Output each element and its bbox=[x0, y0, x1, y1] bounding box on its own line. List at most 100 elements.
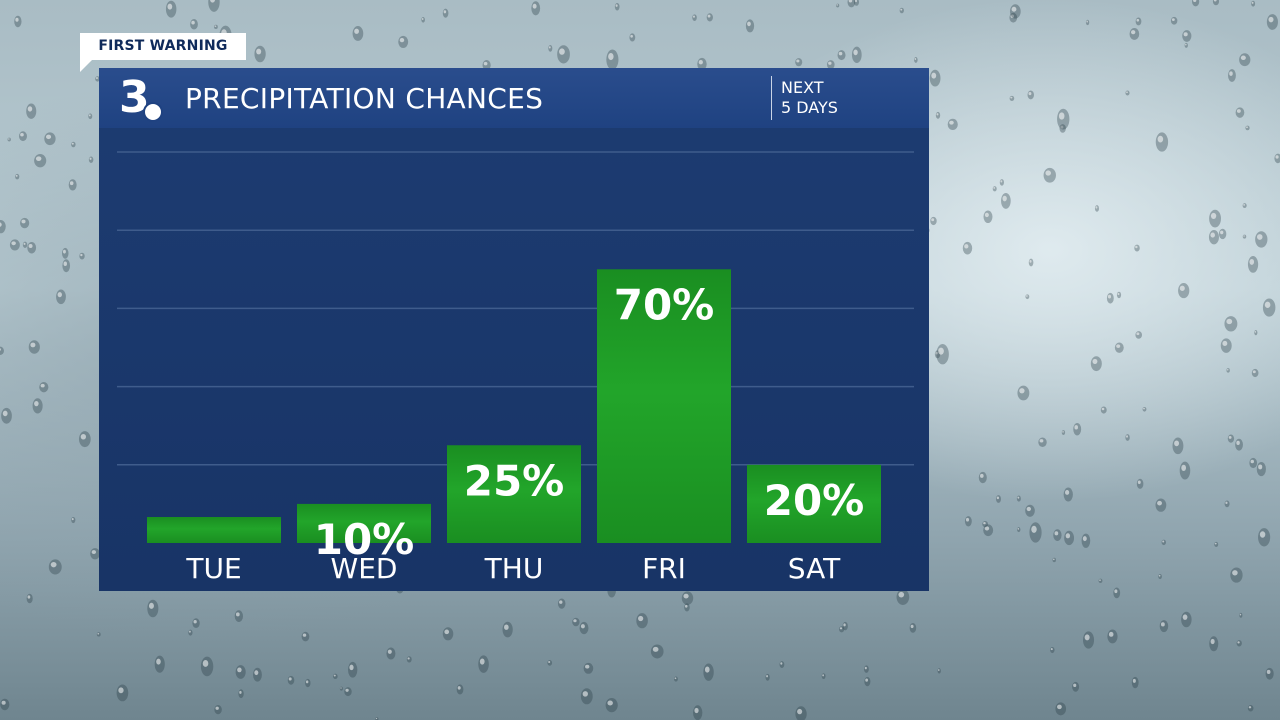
raindrop bbox=[71, 141, 76, 148]
period-line-1: NEXT bbox=[781, 78, 824, 97]
raindrop bbox=[213, 24, 218, 30]
raindrop bbox=[48, 559, 62, 575]
raindrop bbox=[1209, 209, 1221, 228]
raindrop bbox=[18, 131, 27, 142]
header-divider bbox=[771, 76, 772, 120]
raindrop bbox=[899, 7, 904, 14]
raindrop bbox=[1212, 0, 1220, 6]
raindrop bbox=[305, 678, 311, 688]
raindrop bbox=[1155, 498, 1167, 512]
raindrop bbox=[674, 676, 678, 682]
raindrop bbox=[1158, 574, 1162, 580]
raindrop bbox=[1251, 0, 1256, 7]
raindrop bbox=[1114, 342, 1124, 353]
raindrop bbox=[548, 45, 553, 52]
value-label-wed: 10% bbox=[314, 515, 415, 564]
raindrop bbox=[583, 662, 594, 674]
raindrop bbox=[1226, 368, 1230, 373]
raindrop bbox=[301, 631, 310, 642]
raindrop bbox=[1239, 53, 1251, 67]
raindrop bbox=[1113, 587, 1121, 599]
raindrop bbox=[650, 644, 664, 659]
raindrop bbox=[1239, 612, 1243, 618]
raindrop bbox=[1161, 539, 1167, 546]
value-label-thu: 25% bbox=[464, 456, 565, 505]
raindrop bbox=[1125, 90, 1130, 96]
raindrop bbox=[62, 259, 71, 273]
raindrop bbox=[929, 69, 941, 87]
raindrop bbox=[154, 655, 165, 673]
raindrop bbox=[188, 629, 193, 636]
value-label-sat: 20% bbox=[764, 476, 865, 525]
raindrop bbox=[983, 524, 994, 537]
badge-notch bbox=[80, 60, 92, 72]
raindrop bbox=[68, 179, 77, 191]
raindrop bbox=[1192, 0, 1200, 7]
raindrop bbox=[1142, 406, 1147, 412]
raindrop bbox=[1055, 702, 1067, 716]
bar-fri bbox=[597, 269, 731, 543]
raindrop bbox=[0, 346, 4, 355]
raindrop bbox=[502, 621, 513, 638]
raindrop bbox=[339, 686, 343, 691]
bar-thu bbox=[447, 445, 581, 543]
chart-panel: 3 PRECIPITATION CHANCES NEXT 5 DAYS TUE 1… bbox=[99, 68, 929, 591]
raindrop bbox=[1247, 255, 1259, 273]
raindrop bbox=[1025, 294, 1030, 300]
raindrop bbox=[1129, 28, 1140, 40]
raindrop bbox=[1016, 495, 1021, 502]
raindrop bbox=[1209, 636, 1219, 652]
period-line-2: 5 DAYS bbox=[781, 98, 838, 117]
raindrop bbox=[1254, 330, 1258, 336]
raindrop bbox=[557, 45, 570, 64]
raindrop bbox=[1179, 461, 1191, 480]
raindrop bbox=[964, 516, 972, 527]
raindrop bbox=[703, 663, 714, 681]
chart-header: 3 PRECIPITATION CHANCES NEXT 5 DAYS bbox=[99, 68, 929, 128]
first-warning-badge: FIRST WARNING bbox=[80, 33, 246, 60]
raindrop bbox=[1235, 438, 1243, 451]
raindrop bbox=[200, 656, 214, 677]
raindrop bbox=[1135, 17, 1142, 26]
raindrop bbox=[681, 591, 694, 605]
raindrop bbox=[1135, 331, 1143, 339]
raindrop bbox=[1249, 457, 1258, 469]
raindrop bbox=[1043, 167, 1056, 183]
raindrop bbox=[88, 113, 93, 120]
raindrop bbox=[1098, 578, 1103, 583]
raindrop bbox=[1181, 611, 1192, 628]
raindrop bbox=[1258, 528, 1271, 547]
raindrop bbox=[15, 173, 20, 180]
raindrop bbox=[78, 431, 91, 448]
raindrop bbox=[1009, 4, 1021, 19]
raindrop bbox=[254, 45, 266, 63]
forecast-period: NEXT 5 DAYS bbox=[781, 78, 838, 118]
raindrop bbox=[79, 252, 85, 260]
raindrop bbox=[238, 689, 244, 699]
raindrop bbox=[1053, 529, 1062, 541]
raindrop bbox=[44, 132, 56, 146]
raindrop bbox=[1, 407, 12, 424]
raindrop bbox=[1266, 14, 1278, 30]
raindrop bbox=[826, 60, 835, 70]
raindrop bbox=[1009, 12, 1018, 23]
raindrop bbox=[1182, 30, 1192, 42]
raindrop bbox=[636, 613, 648, 629]
raindrop bbox=[34, 154, 47, 168]
raindrop bbox=[1224, 500, 1230, 508]
raindrop bbox=[1255, 231, 1268, 248]
raindrop bbox=[165, 0, 177, 18]
raindrop bbox=[1251, 368, 1259, 378]
raindrop bbox=[1057, 108, 1070, 130]
raindrop bbox=[192, 618, 200, 629]
raindrop bbox=[1256, 461, 1266, 477]
raindrop bbox=[936, 344, 949, 365]
raindrop bbox=[579, 621, 589, 635]
raindrop bbox=[1028, 258, 1034, 267]
raindrop bbox=[90, 548, 100, 560]
raindrop bbox=[0, 698, 10, 711]
raindrop bbox=[983, 210, 993, 224]
raindrop bbox=[7, 137, 11, 142]
raindrop bbox=[851, 46, 862, 64]
raindrop bbox=[1230, 567, 1243, 583]
